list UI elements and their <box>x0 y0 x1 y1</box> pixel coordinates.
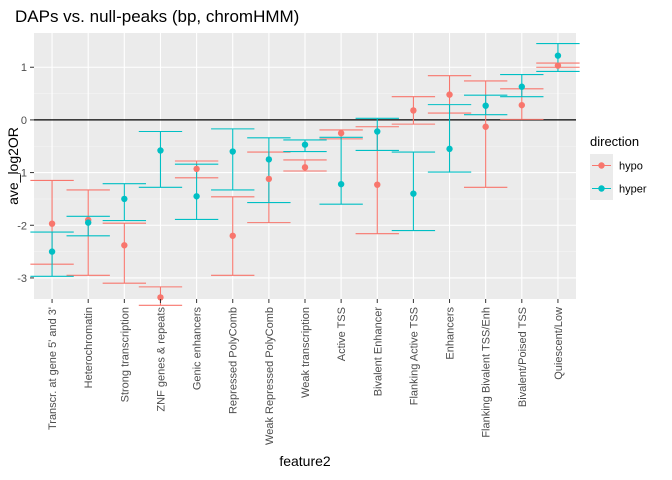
point-hyper <box>229 148 236 155</box>
y-axis-title: ave_log2OR <box>5 127 21 205</box>
point-hyper <box>482 102 489 109</box>
point-hyper <box>301 141 309 148</box>
y-axis-ticks: -3 -2 -1 0 1 <box>17 62 34 285</box>
point-hyper <box>193 193 200 200</box>
point-hyper <box>48 248 56 255</box>
point-hyper <box>446 145 453 153</box>
point-hypo <box>374 181 381 188</box>
point-hypo <box>193 165 200 173</box>
point-hyper <box>337 180 345 188</box>
legend: direction hypo hyper <box>590 134 647 200</box>
x-axis-title: feature2 <box>279 453 331 469</box>
errorbar-hyper <box>427 104 472 173</box>
errorbar-hyper <box>211 128 255 191</box>
point-hyper <box>518 83 525 90</box>
x-tick-label: Quiescent/Low <box>553 307 565 380</box>
y-tick-label: -3 <box>17 273 27 285</box>
point-hypo <box>301 164 309 171</box>
legend-title: direction <box>590 134 639 149</box>
errorbar-hyper <box>174 163 219 221</box>
x-tick-label: ZNF genes & repeats <box>155 307 167 412</box>
errorbar-hyper <box>138 130 183 188</box>
y-tick-label: 0 <box>21 115 27 127</box>
point-hypo <box>482 123 489 130</box>
x-tick-label: Weak Repressed PolyComb <box>264 307 276 445</box>
legend-key-point <box>598 162 605 169</box>
legend-label: hyper <box>619 184 647 196</box>
legend-item-hypo: hypo <box>590 154 643 177</box>
errorbar-hyper <box>247 137 291 204</box>
y-tick-label: 1 <box>21 62 27 74</box>
point-hypo <box>48 220 56 227</box>
x-tick-label: Transcr. at gene 5' and 3' <box>47 307 59 430</box>
y-tick-label: -1 <box>17 168 27 180</box>
x-tick-label: Bivalent Enhancer <box>372 307 384 397</box>
x-tick-label: Genic enhancers <box>192 307 204 391</box>
point-hyper <box>410 190 417 197</box>
error-bars <box>30 42 580 306</box>
point-hyper <box>121 195 128 203</box>
legend-key-point <box>598 185 605 192</box>
point-hypo <box>446 91 453 98</box>
point-hyper <box>85 219 92 226</box>
x-tick-label: Active TSS <box>336 307 348 361</box>
x-tick-label: Bivalent/Poised TSS <box>517 307 529 407</box>
x-tick-label: Flanking Bivalent TSS/Enh <box>481 307 493 438</box>
errorbar-hyper <box>319 136 363 205</box>
point-hypo <box>265 175 273 183</box>
chart-title: DAPs vs. null-peaks (bp, chromHMM) <box>15 7 299 26</box>
x-tick-label: Strong transcription <box>119 307 131 402</box>
point-hypo <box>229 232 236 239</box>
point-hypo <box>121 242 128 249</box>
point-hypo <box>518 101 525 109</box>
y-tick-label: -2 <box>17 220 27 232</box>
x-tick-label: Flanking Active TSS <box>408 307 420 405</box>
point-hyper <box>157 147 164 154</box>
legend-item-hyper: hyper <box>590 177 647 200</box>
point-hyper <box>554 52 562 59</box>
errorbar-hypo <box>102 222 147 284</box>
point-hypo <box>410 107 417 114</box>
data-points <box>48 52 562 301</box>
point-hypo <box>554 62 562 69</box>
legend-label: hypo <box>619 161 643 173</box>
point-hyper <box>265 156 273 163</box>
point-hypo <box>337 129 345 137</box>
x-tick-label: Repressed PolyComb <box>228 307 240 414</box>
point-hypo <box>157 294 164 301</box>
x-tick-label: Enhancers <box>445 307 457 360</box>
x-tick-label: Weak transcription <box>300 307 312 398</box>
x-axis-ticks: Transcr. at gene 5' and 3' Heterochromati… <box>47 299 565 445</box>
x-tick-label: Heterochromatin <box>83 307 95 388</box>
point-hyper <box>374 128 381 135</box>
